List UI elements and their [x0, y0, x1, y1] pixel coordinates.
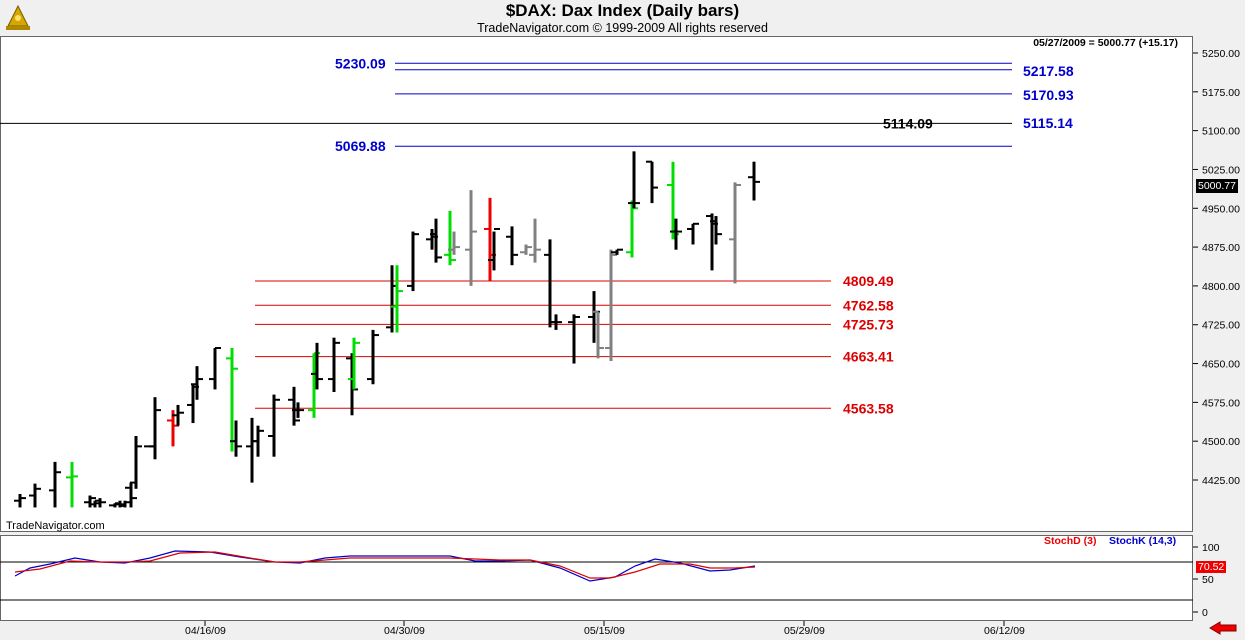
x-tick-label: 05/15/09 [584, 625, 625, 637]
y-tick-label: 5025.00 [1202, 164, 1240, 176]
y-tick-label: 4875.00 [1202, 242, 1240, 254]
stochk-line [14, 550, 756, 582]
y-tick-label: 4575.00 [1202, 397, 1240, 409]
y-tick-label: 4500.00 [1202, 436, 1240, 448]
watermark-text: TradeNavigator.com [6, 520, 105, 532]
legend-stochd: StochD (3) [1044, 535, 1097, 547]
y-tick-label: 4650.00 [1202, 359, 1240, 371]
level-label-5114: 5114.09 [883, 115, 933, 131]
copyright-text: TradeNavigator.com © 1999-2009 All right… [477, 21, 768, 35]
price-chart-panel[interactable] [0, 36, 1193, 532]
x-tick-label: 04/30/09 [384, 625, 425, 637]
legend-stochk: StochK (14,3) [1109, 535, 1177, 547]
y-tick-label: 4425.00 [1202, 475, 1240, 487]
stoch-tick-label: 50 [1202, 574, 1214, 586]
stochastic-value-badge: 70.52 [1196, 561, 1227, 573]
y-tick-label: 5100.00 [1202, 126, 1240, 138]
current-price-badge: 5000.77 [1196, 179, 1238, 193]
x-tick-label: 05/29/09 [784, 625, 825, 637]
stoch-tick-label: 100 [1202, 542, 1220, 554]
stochd-line [14, 551, 756, 579]
stoch-tick-label: 0 [1202, 607, 1208, 619]
level-label-5217: 5217.58 [1023, 63, 1074, 79]
support-level-label: 4563.58 [843, 400, 894, 416]
level-label-5069: 5069.88 [335, 138, 386, 154]
support-level-label: 4809.49 [843, 273, 894, 289]
support-level-label: 4663.41 [843, 349, 894, 365]
scroll-left-arrow-icon[interactable] [1208, 621, 1238, 640]
y-tick-label: 5250.00 [1202, 48, 1240, 60]
y-tick-label: 4725.00 [1202, 320, 1240, 332]
page-title: $DAX: Dax Index (Daily bars) [505, 1, 740, 20]
support-level-label: 4762.58 [843, 297, 894, 313]
last-price-readout: 05/27/2009 = 5000.77 (+15.17) [1033, 37, 1178, 49]
support-level-label: 4725.73 [843, 316, 894, 332]
level-label-5170: 5170.93 [1023, 87, 1074, 103]
x-tick-label: 04/16/09 [185, 625, 226, 637]
y-tick-label: 4800.00 [1202, 281, 1240, 293]
y-tick-label: 4950.00 [1202, 203, 1240, 215]
navigator-logo-icon [2, 2, 34, 39]
y-tick-label: 5175.00 [1202, 87, 1240, 99]
chart-header: $DAX: Dax Index (Daily bars) TradeNaviga… [0, 0, 1245, 36]
x-tick-label: 06/12/09 [984, 625, 1025, 637]
level-label-5230: 5230.09 [335, 55, 386, 71]
level-label-5115: 5115.14 [1023, 115, 1073, 131]
